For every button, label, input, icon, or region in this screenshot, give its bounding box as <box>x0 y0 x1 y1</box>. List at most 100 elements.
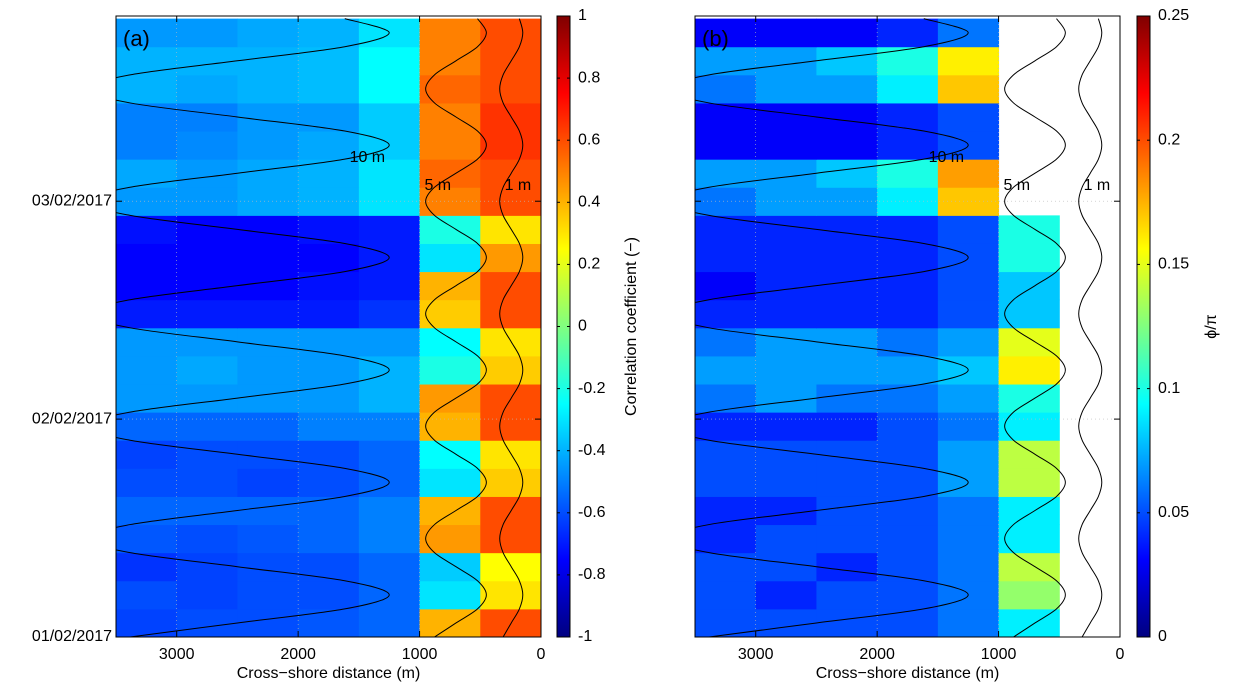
heatmap-cell <box>176 608 238 637</box>
heatmap-cell <box>237 215 299 244</box>
contour-line <box>116 18 390 637</box>
heatmap-cell <box>816 243 878 273</box>
heatmap-cell <box>298 468 360 497</box>
x-tick-label: 0 <box>537 646 546 663</box>
heatmap-cell <box>116 355 178 385</box>
heatmap-cell <box>877 524 939 554</box>
heatmap-cell <box>176 524 238 554</box>
colorbar-tick-label: 0.2 <box>1158 131 1180 148</box>
colorbar <box>1136 15 1151 638</box>
contour-line <box>695 18 969 637</box>
x-tick-label: 2000 <box>280 646 316 663</box>
heatmap-cell <box>116 552 178 582</box>
colorbar-tick-label: 0.1 <box>1158 380 1180 397</box>
heatmap-cell <box>298 524 360 554</box>
heatmap-cell <box>695 299 757 329</box>
heatmap-cell <box>755 327 817 357</box>
x-axis-label: Cross−shore distance (m) <box>237 665 421 682</box>
heatmap-cell <box>237 468 299 497</box>
heatmap-cell <box>358 46 421 76</box>
heatmap-cell <box>237 608 299 637</box>
heatmap-cell <box>237 580 299 610</box>
heatmap-cell <box>419 355 481 385</box>
heatmap-cell <box>298 271 360 301</box>
plot-area <box>695 16 1120 637</box>
heatmap-cell <box>176 327 238 357</box>
heatmap-cell <box>695 580 757 610</box>
heatmap-cell <box>358 187 421 216</box>
colorbar-tick-label: -1 <box>578 628 592 645</box>
heatmap-cell <box>816 187 878 216</box>
x-tick-label: 1000 <box>402 646 438 663</box>
heatmap-cell <box>816 327 878 357</box>
heatmap-cell <box>937 440 1000 469</box>
heatmap-cell <box>480 131 541 160</box>
heatmap-cell <box>877 102 939 132</box>
heatmap-cell <box>480 552 541 582</box>
heatmap-cell <box>937 384 1000 413</box>
heatmap-cell <box>695 215 757 244</box>
heatmap-cell <box>116 327 178 357</box>
heatmap-cell <box>695 496 757 526</box>
heatmap-cell <box>298 384 360 413</box>
heatmap-cell <box>695 355 757 385</box>
heatmap-cell <box>298 102 360 132</box>
heatmap-cell <box>877 159 939 188</box>
heatmap-cell <box>816 384 878 413</box>
colorbar-tick-label: -0.6 <box>578 504 606 521</box>
heatmap-cell <box>937 271 1000 301</box>
heatmap-cell <box>816 524 878 554</box>
axes-frame <box>694 15 1121 638</box>
heatmap-cell <box>298 243 360 273</box>
heatmap-cell <box>877 496 939 526</box>
heatmap-cell <box>176 243 238 273</box>
heatmap-cell <box>480 299 541 329</box>
contour-label: 5 m <box>424 177 451 194</box>
heatmap-cell <box>480 74 541 104</box>
heatmap-cell <box>419 580 481 610</box>
heatmap-cell <box>116 18 178 48</box>
heatmap-cell <box>358 327 421 357</box>
heatmap-cell <box>176 102 238 132</box>
heatmap-cell <box>419 468 481 497</box>
x-tick-label: 3000 <box>738 646 774 663</box>
heatmap-cell <box>998 215 1060 244</box>
heatmap-cell <box>116 187 178 216</box>
heatmap-cell <box>237 412 299 441</box>
heatmap-cell <box>419 18 481 48</box>
heatmap-cell <box>176 440 238 469</box>
heatmap-cell <box>480 524 541 554</box>
heatmap-cell <box>480 18 541 48</box>
heatmap-cell <box>358 608 421 637</box>
heatmap-cell <box>176 46 238 76</box>
heatmap-cell <box>816 18 878 48</box>
heatmap-cell <box>755 384 817 413</box>
heatmap-cell <box>877 355 939 385</box>
heatmap-cell <box>116 271 178 301</box>
heatmap-cell <box>116 299 178 329</box>
contour-label: 5 m <box>1003 177 1030 194</box>
heatmap-cell <box>816 580 878 610</box>
heatmap-cell <box>116 384 178 413</box>
heatmap-cell <box>755 580 817 610</box>
heatmap-cell <box>816 159 878 188</box>
heatmap-cell <box>755 468 817 497</box>
heatmap-cell <box>998 243 1060 273</box>
colorbar-tick-label: 0.25 <box>1158 7 1189 24</box>
heatmap-cell <box>480 327 541 357</box>
heatmap-cell <box>419 524 481 554</box>
colorbar-tick-label: 0.8 <box>578 69 600 86</box>
heatmap-cell <box>937 159 1000 188</box>
contour-line <box>425 18 487 637</box>
x-axis-label: Cross−shore distance (m) <box>816 665 1000 682</box>
x-tick-label: 1000 <box>981 646 1017 663</box>
heatmap-cell <box>755 524 817 554</box>
heatmap-cell <box>116 102 178 132</box>
heatmap-cell <box>358 102 421 132</box>
heatmap-cell <box>998 524 1060 554</box>
x-tick-label: 3000 <box>159 646 195 663</box>
heatmap-cell <box>176 412 238 441</box>
heatmap-cell <box>298 74 360 104</box>
heatmap-cell <box>755 496 817 526</box>
